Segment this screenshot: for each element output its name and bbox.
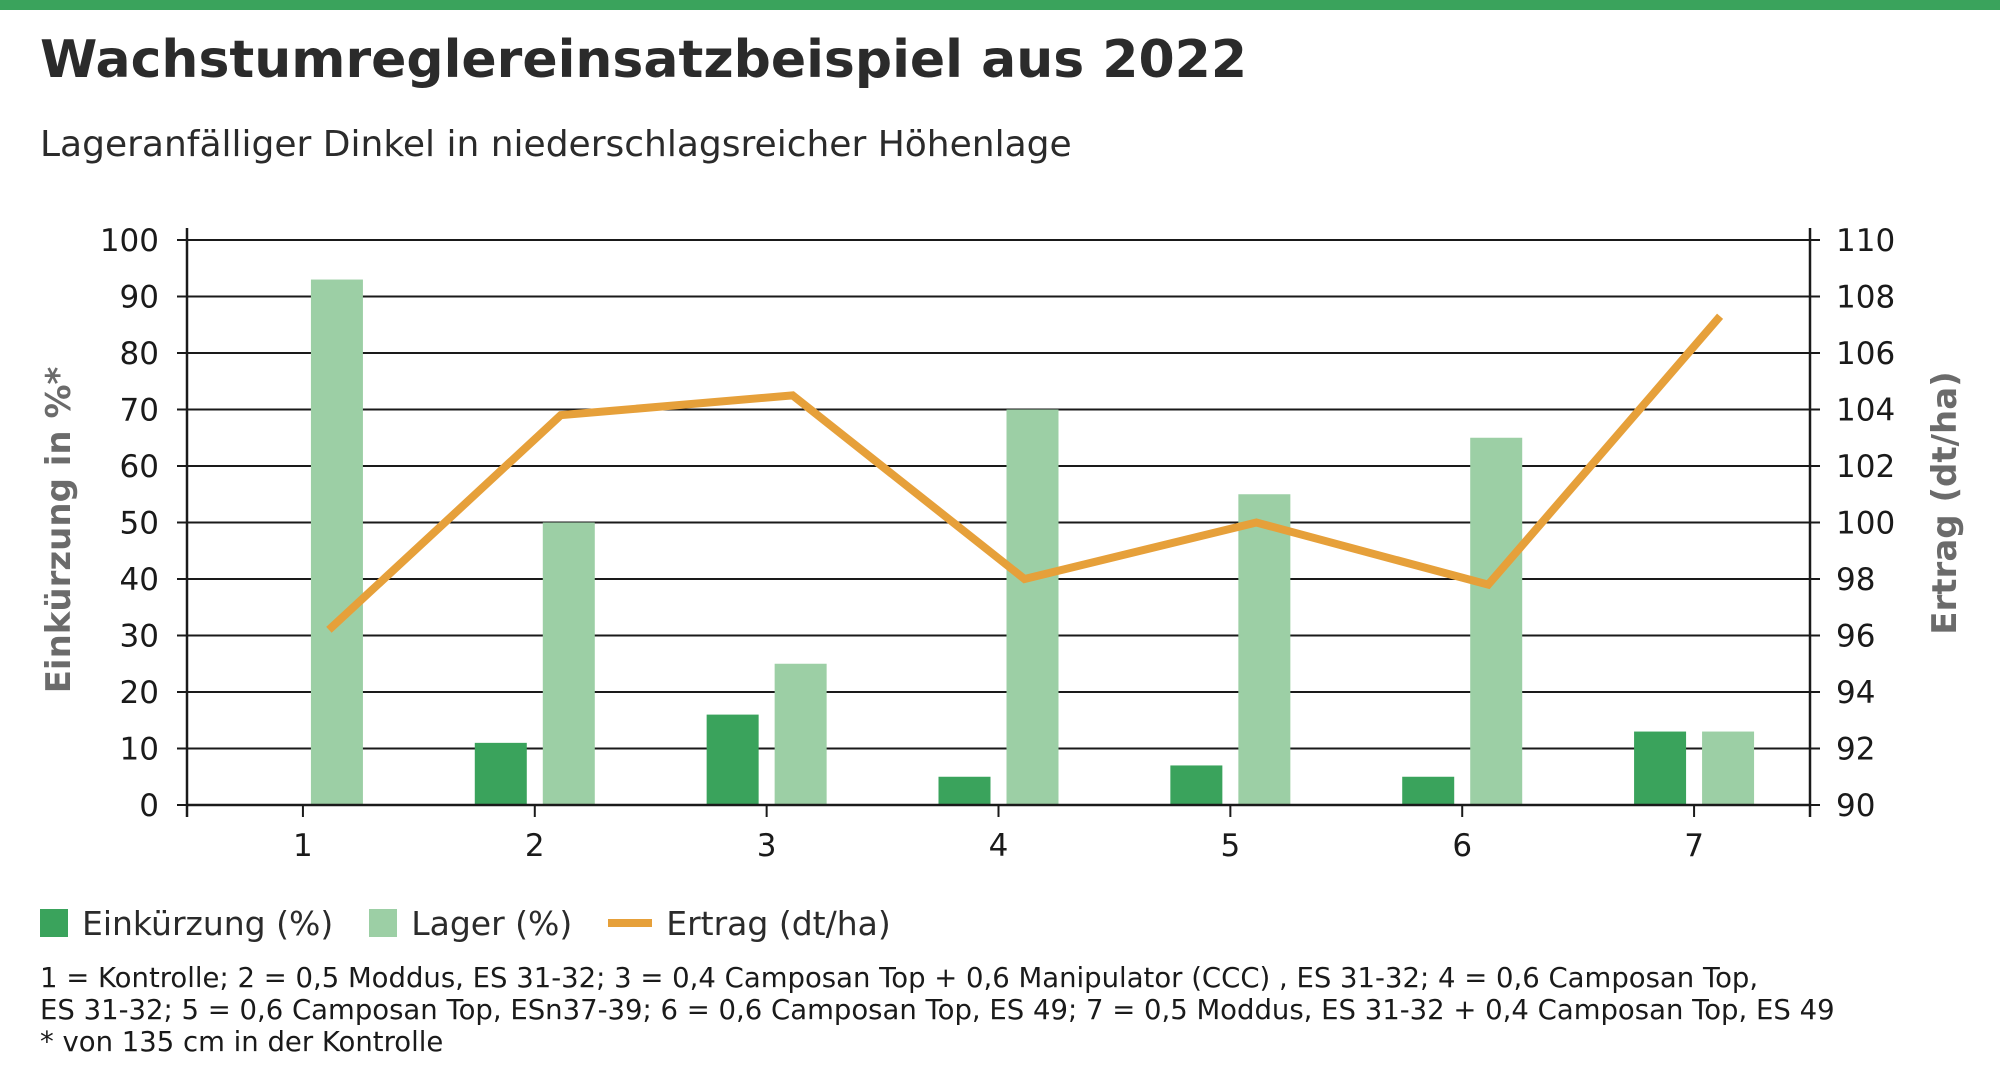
bar-lager [1470,437,1523,805]
axes [177,228,1820,817]
footnote-line-2: ES 31-32; 5 = 0,6 Camposan Top, ESn37-39… [40,994,1835,1026]
bar-einkuerzung [706,714,759,805]
y2-tick-label: 108 [1836,280,1895,316]
legend-label-lager: Lager (%) [411,903,573,943]
y-tick-label: 70 [120,393,159,429]
y2-axis-title: Ertrag (dt/ha) [1925,371,1965,634]
footnote: 1 = Kontrolle; 2 = 0,5 Moddus, ES 31-32;… [40,962,1980,1058]
y-axis-title: Einkürzung in %* [39,366,79,693]
x-tick-label: 3 [757,828,777,864]
bar-einkuerzung [474,742,527,805]
chart-canvas: 0 10 20 30 40 50 60 70 80 90 100 90 92 94 96 98 100 102 10… [39,223,1965,864]
top-accent-bar [0,0,2000,10]
x-tick-label: 5 [1220,828,1240,864]
bar-lager [542,522,595,805]
legend-swatch-einkuerzung [40,909,68,937]
y-tick-label: 100 [100,223,159,259]
bar-lager [310,279,363,805]
y2-tick-label: 110 [1836,223,1895,259]
y-tick-label: 10 [120,732,159,768]
y2-tick-label: 94 [1836,675,1875,711]
bars [310,279,1755,805]
bar-einkuerzung [938,776,991,805]
y2-tick-label: 104 [1836,393,1895,429]
y-tick-label: 0 [139,788,159,824]
legend-swatch-ertrag [608,919,653,927]
chart-subtitle: Lageranfälliger Dinkel in niederschlagsr… [40,124,1072,165]
x-tick-label: 7 [1684,828,1704,864]
bar-einkuerzung [1170,765,1223,805]
x-tick-label: 4 [989,828,1009,864]
y2-tick-label: 102 [1836,449,1895,485]
y-tick-label: 80 [120,336,159,372]
y-tick-label: 20 [120,675,159,711]
x-tick-label: 6 [1452,828,1472,864]
legend-item-ertrag: Ertrag (dt/ha) [608,903,891,943]
bar-einkuerzung [1634,731,1687,805]
legend-item-lager: Lager (%) [369,904,572,943]
bar-lager [1238,494,1291,805]
ertrag-line-group [326,313,1724,633]
y-tick-label: 90 [120,280,159,316]
y2-tick-label: 96 [1836,619,1875,655]
bar-lager [1702,731,1755,805]
legend-label-ertrag: Ertrag (dt/ha) [666,903,891,943]
legend-label-einkuerzung: Einkürzung (%) [82,903,334,943]
x-tick-label: 2 [525,828,545,864]
bar-einkuerzung [1402,776,1455,805]
tick-labels: 0 10 20 30 40 50 60 70 80 90 100 90 92 94 96 98 100 102 10… [100,223,1895,864]
bar-lager [1006,409,1059,805]
y-tick-label: 40 [120,562,159,598]
footnote-line-1: 1 = Kontrolle; 2 = 0,5 Moddus, ES 31-32;… [40,962,1759,994]
footnote-line-3: * von 135 cm in der Kontrolle [40,1026,444,1058]
y2-tick-label: 98 [1836,562,1875,598]
legend-item-einkuerzung: Einkürzung (%) [40,904,333,943]
x-tick-label: 1 [293,828,313,864]
y-tick-label: 60 [120,449,159,485]
chart-title: Wachstumreglereinsatzbeispiel aus 2022 [40,30,1247,90]
y2-tick-label: 106 [1836,336,1895,372]
y2-tick-label: 92 [1836,732,1875,768]
y2-tick-label: 90 [1836,788,1875,824]
bar-lager [774,663,827,805]
y-tick-label: 50 [120,506,159,542]
legend-swatch-lager [369,909,398,937]
y2-tick-label: 100 [1836,506,1895,542]
y-tick-label: 30 [120,619,159,655]
legend: Einkürzung (%) Lager (%) Ertrag (dt/ha) [40,898,927,948]
